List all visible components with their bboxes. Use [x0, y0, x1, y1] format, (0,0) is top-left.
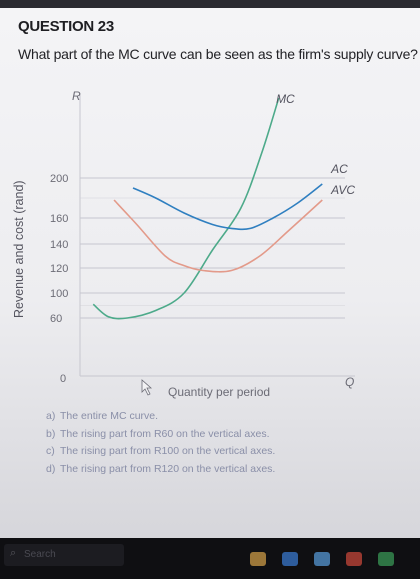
- taskbar: ⌕ Search: [0, 538, 420, 579]
- answer-letter: d): [46, 462, 56, 475]
- answer-options: a) The entire MC curve. b) The rising part …: [46, 408, 275, 478]
- mc-curve: [92, 97, 280, 320]
- taskbar-app-icon[interactable]: [282, 552, 298, 566]
- answer-letter: c): [46, 445, 55, 457]
- avc-curve-label: AVC: [330, 183, 355, 197]
- answer-letter: b): [46, 427, 56, 440]
- answer-letter: a): [46, 410, 56, 422]
- question-sheet: QUESTION 23 What part of the MC curve ca…: [0, 8, 420, 538]
- taskbar-search-box[interactable]: ⌕ Search: [4, 544, 124, 566]
- question-heading: QUESTION 23: [18, 18, 114, 35]
- y-tick-label: 100: [50, 288, 68, 300]
- answer-option[interactable]: b) The rising part from R60 on the vertic…: [46, 426, 275, 444]
- avc-curve: [113, 199, 323, 273]
- x-axis-letter: Q: [345, 375, 354, 389]
- question-text: What part of the MC curve can be seen as…: [18, 46, 418, 62]
- taskbar-app-icon[interactable]: [314, 552, 330, 566]
- taskbar-app-icon[interactable]: [378, 552, 394, 566]
- search-icon: ⌕: [10, 547, 17, 559]
- ac-curve: [132, 183, 323, 231]
- answer-option[interactable]: c) The rising part from R100 on the verti…: [46, 443, 275, 461]
- ac-curve-label: AC: [330, 162, 348, 176]
- answer-text: The rising part from R60 on the vertical…: [60, 427, 270, 440]
- mc-curve-label: MC: [276, 92, 295, 106]
- search-placeholder: Search: [24, 549, 56, 560]
- taskbar-app-icon[interactable]: [250, 552, 266, 566]
- top-window-strip: [0, 0, 420, 8]
- y-tick-label: 140: [50, 239, 68, 251]
- taskbar-app-icon[interactable]: [346, 552, 362, 566]
- y-tick-label: 60: [50, 313, 62, 325]
- y-tick-label: 120: [50, 263, 68, 275]
- answer-text: The rising part from R100 on the vertica…: [60, 445, 276, 457]
- mouse-cursor-icon: [141, 379, 153, 396]
- x-axis-title: Quantity per period: [168, 385, 270, 399]
- answer-option[interactable]: d) The rising part from R120 on the verti…: [46, 461, 275, 479]
- y-tick-label: 160: [50, 213, 68, 225]
- answer-text: The rising part from R120 on the vertica…: [60, 462, 276, 475]
- answer-option[interactable]: a) The entire MC curve.: [46, 408, 275, 426]
- y-tick-label: 200: [50, 173, 68, 185]
- cost-curves-chart: 200 160 140 120 100 60 0 R Q Revenue and cost (ra…: [12, 89, 355, 399]
- y-axis-letter: R: [72, 89, 81, 103]
- origin-label: 0: [60, 373, 66, 385]
- answer-text: The entire MC curve.: [60, 410, 159, 422]
- y-axis-title: Revenue and cost (rand): [12, 180, 26, 318]
